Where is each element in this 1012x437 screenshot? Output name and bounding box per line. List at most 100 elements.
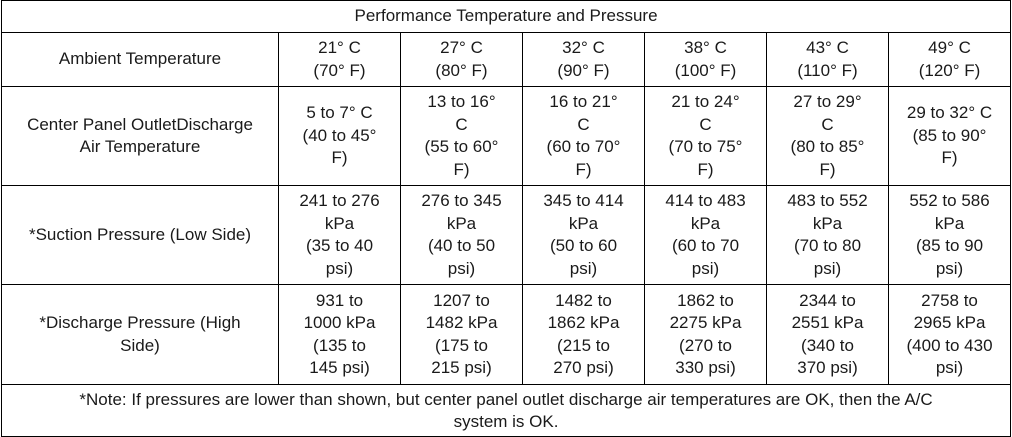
cell-text-line: (35 to 40 — [305, 236, 374, 255]
cell-text-line: 43° C — [806, 38, 849, 57]
cell-text-line: 2965 kPa — [913, 313, 986, 332]
cell-text-line: Center Panel OutletDischarge — [27, 114, 253, 134]
table-cell: 552 to 586 kPa (85 to 90 psi) — [887, 185, 1012, 285]
cell-text-line: (40 to 50 — [427, 236, 496, 255]
cell-text-line: (90° F) — [557, 60, 610, 80]
cell-text-line: 5 to 7° C — [306, 103, 373, 123]
cell-text-line: C — [577, 114, 590, 134]
note-row: *Note: If pressures are lower than shown… — [0, 384, 1012, 437]
table-cell: 16 to 21° C (60 to 70° F) — [522, 86, 645, 186]
cell-text-line: 370 psi) — [797, 358, 858, 377]
cell-text-line: (80° F) — [435, 60, 488, 80]
table-cell: 32° C (90° F) — [522, 32, 645, 87]
cell-text-line: (120° F) — [918, 60, 981, 80]
row-label: Center Panel OutletDischarge Air Temperat… — [1, 86, 279, 186]
table-cell: 21 to 24° C (70 to 75° F) — [644, 86, 767, 186]
table-cell: 1207 to 1482 kPa (175 to 215 psi) — [400, 284, 523, 385]
cell-text-line: F) — [819, 159, 836, 179]
row-suction-pressure: *Suction Pressure (Low Side) 241 to 276 k… — [1, 185, 1012, 285]
cell-text-line: Air Temperature — [79, 137, 201, 156]
cell-text-line: C — [455, 114, 468, 134]
cell-text-line: kPa — [568, 213, 599, 233]
cell-text-line: 2551 kPa — [791, 313, 864, 332]
table-cell: 21° C (70° F) — [278, 32, 401, 87]
cell-text-line: (270 to — [679, 335, 732, 355]
cell-text-line: (400 to 430 — [906, 335, 993, 355]
cell-text-line: F) — [941, 148, 958, 168]
table-cell: 414 to 483 kPa (60 to 70 psi) — [644, 185, 767, 285]
cell-text-line: F) — [331, 148, 348, 168]
row-outlet-air-temperature: Center Panel OutletDischarge Air Temperat… — [1, 86, 1012, 186]
cell-text-line: Side) — [120, 335, 160, 355]
table-cell: 27° C (80° F) — [400, 32, 523, 87]
table-cell: 38° C (100° F) — [644, 32, 767, 87]
table-note: *Note: If pressures are lower than shown… — [0, 384, 1012, 437]
table-cell: 49° C (120° F) — [887, 32, 1012, 87]
cell-text-line: 49° C — [928, 38, 971, 57]
table-cell: 276 to 345 kPa (40 to 50 psi) — [400, 185, 523, 285]
cell-text-line: *Discharge Pressure (High — [39, 313, 241, 332]
cell-text-line: 27° C — [440, 38, 483, 57]
cell-text-line: (50 to 60 — [549, 236, 618, 255]
cell-text-line: 276 to 345 — [421, 191, 502, 210]
title-row: Performance Temperature and Pressure — [0, 0, 1012, 33]
cell-text-line: (60 to 70 — [671, 236, 740, 255]
table-cell: 1482 to 1862 kPa (215 to 270 psi) — [522, 284, 645, 385]
cell-text-line: (40 to 45° — [302, 125, 377, 145]
cell-text-line: 241 to 276 — [299, 191, 380, 210]
cell-text-line: 552 to 586 — [909, 191, 990, 210]
cell-text-line: F) — [697, 159, 714, 179]
table-cell: 27 to 29° C (80 to 85° F) — [766, 86, 889, 186]
cell-text-line: psi) — [935, 258, 964, 278]
cell-text-line: 13 to 16° — [427, 92, 496, 111]
cell-text-line: 1000 kPa — [303, 313, 376, 332]
cell-text-line: psi) — [935, 358, 964, 377]
table-cell: 931 to 1000 kPa (135 to 145 psi) — [278, 284, 401, 385]
table-cell: 29 to 32° C (85 to 90° F) — [887, 86, 1012, 186]
cell-text-line: 1482 to — [555, 290, 612, 310]
cell-text-line: 931 to — [315, 290, 364, 310]
cell-text-line: (70 to 80 — [793, 236, 862, 255]
cell-text-line: system is OK. — [453, 411, 559, 431]
table-cell: 2758 to 2965 kPa (400 to 430 psi) — [887, 284, 1012, 385]
cell-text-line: 21 to 24° — [671, 92, 740, 111]
table-cell: 13 to 16° C (55 to 60° F) — [400, 86, 523, 186]
cell-text-line: psi) — [813, 258, 842, 278]
cell-text-line: 2344 to — [799, 290, 856, 310]
cell-text-line: (340 to — [801, 335, 854, 355]
cell-text-line: F) — [453, 159, 470, 179]
cell-text-line: 38° C — [684, 38, 727, 57]
cell-text-line: Ambient Temperature — [58, 49, 222, 69]
table-cell: 345 to 414 kPa (50 to 60 psi) — [522, 185, 645, 285]
cell-text-line: C — [821, 114, 834, 134]
table-cell: 43° C (110° F) — [766, 32, 889, 87]
cell-text-line: (85 to 90 — [915, 236, 984, 255]
cell-text-line: (135 to — [313, 335, 366, 355]
table-cell: 2344 to 2551 kPa (340 to 370 psi) — [766, 284, 889, 385]
cell-text-line: psi) — [691, 258, 720, 278]
cell-text-line: (55 to 60° — [424, 137, 499, 156]
cell-text-line: (70° F) — [313, 60, 366, 80]
row-label: Ambient Temperature — [1, 32, 279, 87]
cell-text-line: psi) — [325, 258, 354, 278]
cell-text-line: psi) — [447, 258, 476, 278]
cell-text-line: 215 psi) — [431, 358, 492, 377]
cell-text-line: kPa — [812, 213, 843, 233]
cell-text-line: C — [699, 114, 712, 134]
cell-text-line: 483 to 552 — [787, 191, 868, 210]
cell-text-line: *Suction Pressure (Low Side) — [28, 224, 252, 244]
cell-text-line: 414 to 483 — [665, 191, 746, 210]
cell-text-line: (85 to 90° — [912, 125, 987, 145]
cell-text-line: kPa — [446, 213, 477, 233]
cell-text-line: (110° F) — [797, 60, 858, 80]
cell-text-line: 27 to 29° — [793, 92, 862, 111]
cell-text-line: (80 to 85° — [790, 137, 865, 156]
cell-text-line: *Note: If pressures are lower than shown… — [79, 389, 933, 409]
cell-text-line: kPa — [690, 213, 721, 233]
cell-text-line: 1207 to — [433, 290, 490, 310]
cell-text-line: (60 to 70° — [546, 137, 621, 156]
cell-text-line: 29 to 32° C — [906, 103, 993, 123]
cell-text-line: F) — [575, 159, 592, 179]
row-label: *Suction Pressure (Low Side) — [1, 185, 279, 285]
